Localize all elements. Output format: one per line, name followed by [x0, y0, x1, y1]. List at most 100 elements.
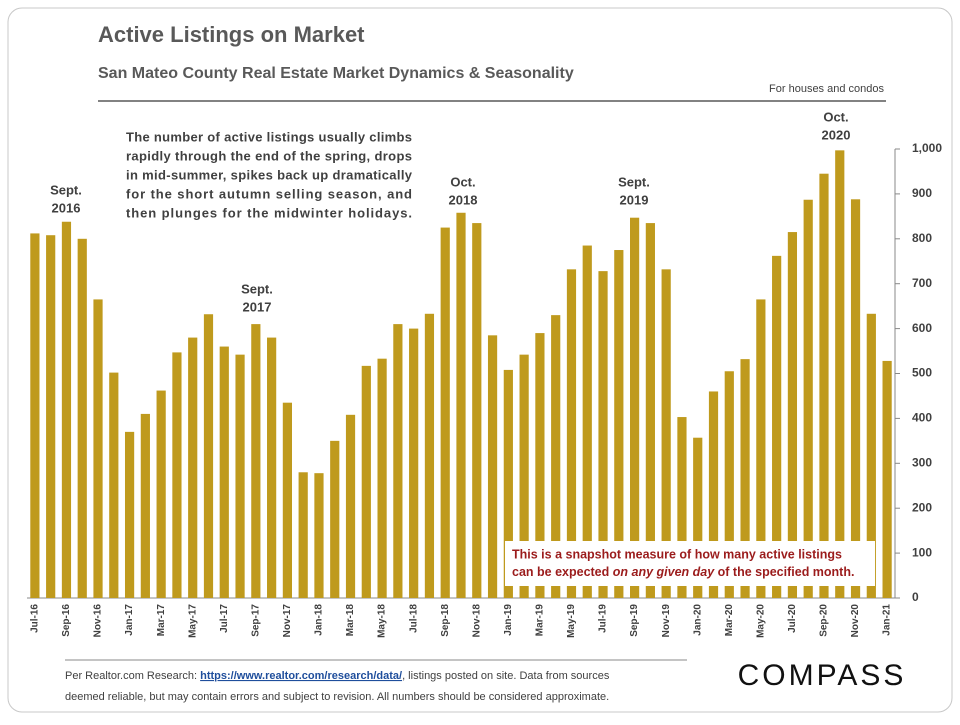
callout-text: can be expected [512, 565, 613, 579]
bar [140, 413, 150, 598]
annotation: 2019 [620, 192, 649, 207]
y-tick-label: 400 [912, 411, 932, 425]
y-tick-label: 0 [912, 590, 919, 604]
description-line: then plunges for the midwinter holidays. [126, 205, 412, 220]
annotation: 2016 [52, 200, 81, 215]
x-tick-label: Nov-18 [471, 604, 482, 638]
bar [708, 391, 719, 598]
annotation: Sept. [241, 281, 273, 296]
x-tick-label: Sep-18 [440, 604, 451, 637]
bar [677, 417, 687, 598]
bar [235, 354, 245, 598]
x-tick-label: Jan-21 [882, 604, 893, 636]
bar [693, 437, 703, 598]
description-line: for the short autumn selling season, and [126, 186, 412, 201]
x-tick-label: Sep-16 [61, 604, 72, 637]
bar [630, 217, 640, 598]
bar [835, 150, 845, 599]
bar [503, 369, 513, 598]
bar [487, 335, 498, 598]
description-line: The number of active listings usually cl… [126, 129, 412, 144]
bar [724, 371, 734, 598]
x-tick-label: Nov-19 [661, 604, 672, 638]
y-tick-label: 1,000 [912, 141, 942, 155]
annotation: 2020 [822, 127, 851, 142]
bar [46, 235, 56, 598]
bar [598, 271, 608, 598]
footer-line: deemed reliable, but may contain errors … [65, 691, 609, 703]
x-tick-label: Nov-17 [282, 604, 293, 638]
annotation: 2018 [449, 192, 478, 207]
chart-title: Active Listings on Market [98, 22, 365, 47]
chart-subtitle: San Mateo County Real Estate Market Dyna… [98, 65, 574, 82]
annotation: Oct. [450, 174, 475, 189]
y-tick-label: 100 [912, 545, 932, 559]
bar [61, 221, 72, 598]
bar [519, 354, 529, 598]
x-tick-label: Sep-19 [629, 604, 640, 637]
x-tick-label: May-19 [566, 604, 577, 638]
x-tick-label: May-17 [187, 604, 198, 638]
bar [819, 173, 829, 598]
x-tick-label: May-18 [377, 604, 388, 638]
x-tick-label: Sep-17 [250, 604, 261, 637]
bar [267, 337, 277, 598]
y-tick-label: 500 [912, 366, 932, 380]
annotation: Sept. [50, 182, 82, 197]
bar [393, 324, 403, 598]
bar [740, 359, 750, 598]
x-tick-label: Jan-18 [314, 604, 325, 636]
bar [203, 314, 214, 598]
bar [377, 358, 387, 598]
x-tick-label: Mar-20 [724, 604, 735, 637]
description-line: rapidly through the end of the spring, d… [126, 148, 412, 163]
y-tick-label: 800 [912, 231, 932, 245]
x-tick-label: May-20 [755, 604, 766, 638]
bar [251, 324, 261, 598]
annotation: 2017 [243, 299, 272, 314]
bar [109, 372, 119, 598]
footer-text: Per Realtor.com Research: [65, 670, 200, 682]
bar [440, 227, 450, 598]
bar [582, 245, 592, 598]
callout-text: on any given day [613, 565, 715, 579]
x-tick-label: Mar-17 [156, 604, 167, 637]
x-tick-label: Mar-19 [535, 604, 546, 637]
callout-line: can be expected on any given day of the … [512, 565, 854, 579]
bar [156, 390, 166, 598]
bar [298, 472, 308, 598]
callout-box [505, 541, 875, 586]
footer-text: , listings posted on site. Data from sou… [402, 670, 610, 682]
x-tick-label: Nov-16 [93, 604, 104, 638]
x-tick-label: Jul-20 [787, 604, 798, 633]
bar [535, 333, 545, 598]
bar [424, 313, 435, 598]
x-tick-label: Jul-19 [598, 604, 609, 633]
bar [330, 440, 340, 598]
x-tick-label: Jul-17 [219, 604, 230, 633]
bar [30, 233, 40, 599]
bar [850, 199, 861, 598]
bar [866, 313, 876, 598]
callout-text: of the specified month. [714, 565, 854, 579]
x-tick-label: Jan-17 [124, 604, 135, 636]
footer-link[interactable]: https://www.realtor.com/research/data/ [200, 670, 402, 682]
description-line: in mid-summer, spikes back up dramatical… [126, 167, 413, 182]
bar [787, 232, 798, 598]
y-tick-label: 200 [912, 500, 932, 514]
bar [361, 365, 371, 598]
callout-line: This is a snapshot measure of how many a… [512, 547, 842, 561]
bar [645, 223, 655, 598]
y-tick-label: 300 [912, 455, 932, 469]
bar [345, 414, 356, 598]
bar [282, 402, 292, 598]
x-tick-label: Jan-19 [503, 604, 514, 636]
bar [77, 238, 87, 599]
footer-line: Per Realtor.com Research: https://www.re… [65, 670, 610, 682]
bar [614, 250, 624, 598]
bar [409, 328, 419, 598]
bar [566, 269, 577, 598]
bar [472, 223, 482, 598]
